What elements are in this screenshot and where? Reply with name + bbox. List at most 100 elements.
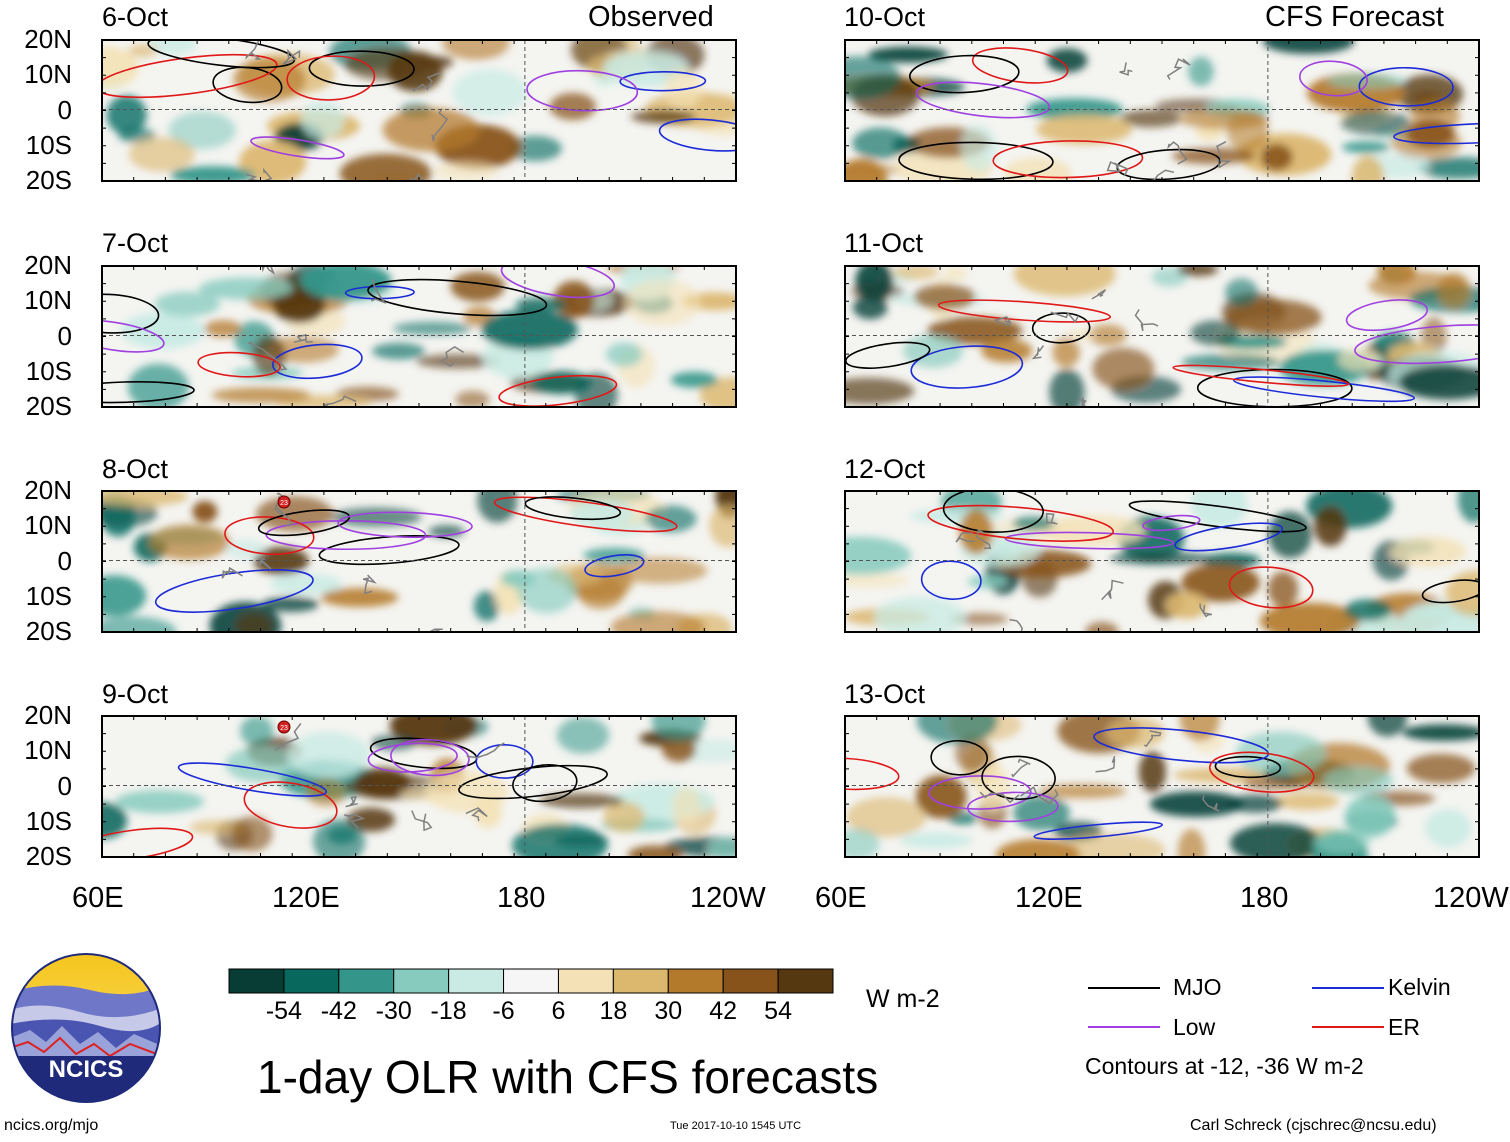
olr-anomaly-blob: [913, 284, 976, 310]
colorbar-tick-label: 6: [551, 997, 566, 1025]
olr-anomaly-blob: [1351, 155, 1384, 181]
footer-url[interactable]: ncics.org/mjo: [4, 1117, 99, 1134]
olr-anomaly-blob: [960, 124, 998, 172]
map-panel-13-oct: [844, 715, 1480, 858]
olr-anomaly-blob: [995, 839, 1081, 857]
olr-anomaly-blob: [382, 107, 481, 152]
panel-date-6oct: 6-Oct: [102, 2, 169, 32]
olr-anomaly-blob: [1398, 364, 1479, 400]
olr-anomaly-blob: [645, 505, 697, 533]
olr-anomaly-blob: [1036, 114, 1133, 145]
olr-anomaly-blob: [1191, 491, 1248, 528]
panel-date-9oct: 9-Oct: [102, 679, 169, 709]
colorbar-tick-label: 42: [709, 997, 738, 1025]
olr-anomaly-blob: [845, 536, 912, 575]
olr-anomaly-blob: [392, 321, 472, 336]
lat-label: 0: [57, 770, 72, 801]
lat-label: 20S: [25, 616, 72, 646]
olr-anomaly-blob: [1445, 570, 1479, 617]
olr-anomaly-blob: [192, 500, 218, 523]
olr-anomaly-blob: [1188, 56, 1214, 87]
lat-label: 20S: [25, 165, 72, 195]
olr-anomaly-blob: [508, 135, 562, 162]
contour-line: [966, 791, 1059, 823]
olr-anomaly-blob: [1437, 272, 1471, 309]
contour-line: [526, 69, 639, 112]
contour-line: [1174, 522, 1284, 552]
legend-note: Contours at -12, -36 W m-2: [1085, 1053, 1364, 1079]
olr-anomaly-blob: [1402, 724, 1479, 741]
coastline: [979, 730, 1220, 812]
colorbar-swatch: [722, 968, 779, 994]
panel-date-8oct: 8-Oct: [102, 454, 169, 484]
map-panel-7-oct: [101, 265, 737, 408]
olr-anomaly-blob: [424, 771, 509, 813]
contour-line: [458, 764, 608, 800]
lon-label-120e-left: 120E: [272, 882, 340, 914]
panel-date-12oct: 12-Oct: [844, 454, 926, 484]
olr-anomaly-blob: [240, 716, 274, 747]
contour-line: [1354, 324, 1479, 365]
olr-anomaly-blob: [603, 801, 645, 833]
colorbar-swatch: [283, 968, 340, 994]
contour-line: [272, 343, 363, 380]
olr-anomaly-blob: [102, 575, 147, 617]
olr-anomaly-blob: [128, 44, 158, 58]
contour-line: [1232, 376, 1416, 403]
contour-line: [1033, 821, 1163, 840]
contour-line: [981, 755, 1056, 800]
colorbar-tick-label: -18: [430, 997, 467, 1025]
olr-anomaly-blob: [1026, 98, 1123, 120]
olr-anomaly-blob: [670, 371, 718, 388]
contour-line: [250, 136, 345, 160]
panel-date-10oct: 10-Oct: [844, 2, 926, 32]
olr-anomaly-blob: [852, 127, 909, 160]
olr-anomaly-blob: [874, 596, 966, 632]
contour-line: [1172, 364, 1350, 387]
lat-label: 10N: [24, 59, 72, 90]
olr-anomaly-blob: [255, 496, 334, 532]
olr-anomaly-blob: [1340, 110, 1412, 135]
olr-anomaly-blob: [320, 587, 399, 608]
lat-label: 10S: [25, 805, 72, 836]
olr-anomaly-blob: [1377, 266, 1416, 285]
olr-anomaly-blob: [231, 816, 273, 852]
olr-anomaly-blob: [1267, 571, 1299, 608]
olr-anomaly-blob: [1262, 40, 1355, 54]
panel-date-11oct: 11-Oct: [844, 228, 924, 258]
map-panel-8-oct: 23: [101, 490, 737, 633]
colorbar-swatch: [338, 968, 395, 994]
map-panel-6-oct: [101, 39, 737, 182]
olr-anomaly-blob: [346, 807, 396, 832]
olr-anomaly-blob: [423, 56, 454, 69]
lat-label: 0: [57, 545, 72, 576]
olr-anomaly-blob: [154, 291, 221, 317]
olr-anomaly-blob: [286, 731, 370, 779]
olr-anomaly-blob: [531, 371, 592, 395]
lat-label: 10N: [24, 510, 72, 541]
colorbar-swatch: [228, 968, 285, 994]
olr-anomaly-blob: [661, 737, 696, 763]
colorbar-swatch: [503, 968, 559, 994]
contour-line: [1393, 122, 1479, 145]
contour-line: [992, 140, 1144, 179]
lat-label: 0: [57, 320, 72, 351]
olr-anomaly-blob: [1225, 299, 1322, 336]
storm-marker-label: 23: [280, 500, 288, 507]
olr-anomaly-blob: [556, 716, 610, 754]
contour-line: [177, 762, 328, 797]
colorbar-swatch: [448, 968, 505, 994]
olr-anomaly-blob: [442, 40, 510, 60]
olr-anomaly-blob: [127, 363, 189, 407]
contour-line: [1209, 751, 1315, 793]
olr-anomaly-blob: [627, 845, 683, 857]
olr-anomaly-blob: [1322, 766, 1394, 795]
olr-anomaly-blob: [102, 500, 135, 538]
olr-anomaly-blob: [1417, 157, 1479, 179]
olr-anomaly-blob: [477, 491, 518, 523]
lon-label-60e-right: 60E: [815, 882, 867, 914]
olr-anomaly-blob: [300, 100, 345, 140]
olr-anomaly-blob: [128, 137, 195, 172]
logo-text: NCICS: [49, 1056, 124, 1083]
legend-mjo-label: MJO: [1173, 974, 1222, 1000]
